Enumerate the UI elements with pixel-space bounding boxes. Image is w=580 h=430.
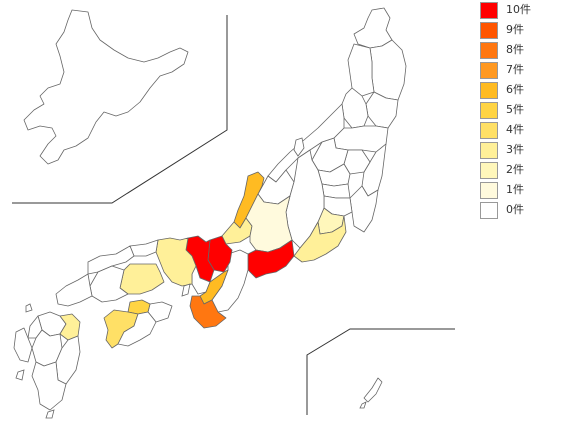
prefecture-okayama[interactable] [119, 263, 165, 295]
legend-item: 2件 [480, 160, 580, 180]
legend-label: 8件 [506, 43, 524, 56]
legend-swatch [480, 122, 498, 139]
legend-swatch [480, 22, 498, 39]
legend-item: 3件 [480, 140, 580, 160]
hokkaido-inset-divider [12, 15, 228, 204]
legend-item: 8件 [480, 40, 580, 60]
legend-swatch [480, 182, 498, 199]
legend-swatch [480, 102, 498, 119]
prefecture-aomori[interactable] [353, 7, 393, 49]
prefecture-kochi[interactable] [117, 311, 157, 347]
legend-swatch [480, 142, 498, 159]
okinawa-inset-divider [306, 328, 455, 415]
legend-item: 1件 [480, 180, 580, 200]
minor-island [45, 409, 55, 419]
legend-label: 1件 [506, 183, 524, 196]
legend-item: 10件 [480, 0, 580, 20]
prefecture-tottori[interactable] [129, 239, 159, 257]
minor-island [293, 137, 305, 157]
legend-label: 10件 [506, 3, 531, 16]
prefecture-shimane[interactable] [87, 245, 135, 275]
legend-label: 7件 [506, 63, 524, 76]
legend-label: 4件 [506, 123, 524, 136]
prefecture-chiba[interactable] [349, 185, 379, 233]
legend-label: 3件 [506, 143, 524, 156]
minor-island [15, 369, 25, 381]
legend-swatch [480, 82, 498, 99]
prefecture-wakayama[interactable] [189, 295, 227, 329]
legend-label: 0件 [506, 203, 524, 216]
legend-label: 2件 [506, 163, 524, 176]
legend-swatch [480, 62, 498, 79]
prefecture-hokkaido[interactable] [23, 9, 189, 165]
prefecture-tokyo[interactable] [321, 183, 351, 199]
legend-label: 9件 [506, 23, 524, 36]
prefecture-regions [13, 7, 407, 411]
prefecture-shizuoka[interactable] [293, 215, 347, 263]
inset-dividers [12, 15, 455, 415]
legend-label: 5件 [506, 103, 524, 116]
prefecture-yamaguchi[interactable] [55, 273, 93, 307]
minor-islands [15, 137, 367, 419]
prefecture-okinawa[interactable] [363, 377, 383, 403]
prefecture-hyogo[interactable] [155, 237, 197, 287]
legend-item: 0件 [480, 200, 580, 220]
legend-swatch [480, 162, 498, 179]
legend-item: 7件 [480, 60, 580, 80]
legend-label: 6件 [506, 83, 524, 96]
minor-island [359, 401, 367, 409]
prefecture-akita[interactable] [347, 43, 375, 97]
prefecture-aichi[interactable] [247, 239, 295, 279]
prefecture-iwate[interactable] [369, 39, 407, 101]
prefecture-nagasaki[interactable] [13, 327, 33, 363]
legend-item: 6件 [480, 80, 580, 100]
prefecture-kagoshima[interactable] [31, 361, 67, 411]
minor-island [25, 303, 33, 313]
legend-swatch [480, 202, 498, 219]
legend-swatch [480, 42, 498, 59]
legend-item: 4件 [480, 120, 580, 140]
legend-item: 9件 [480, 20, 580, 40]
legend-swatch [480, 2, 498, 19]
minor-island [181, 283, 191, 297]
legend-item: 5件 [480, 100, 580, 120]
